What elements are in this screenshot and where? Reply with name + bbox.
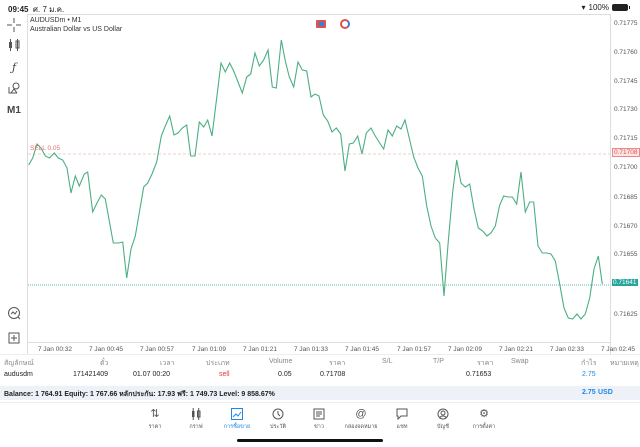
col-type: ประเภท xyxy=(206,360,230,367)
nav-chat[interactable]: แชท xyxy=(382,408,422,431)
y-tick: 0.71655 xyxy=(614,251,638,258)
current-price-tag: 0.71641 xyxy=(612,279,638,286)
trade-chart-icon[interactable] xyxy=(4,304,24,322)
one-click-trading-icon[interactable] xyxy=(316,20,326,28)
cell-time: 01.07 00:20 xyxy=(133,371,170,378)
col-symbol: สัญลักษณ์ xyxy=(4,360,34,367)
col-tp: T/P xyxy=(433,358,444,365)
cell-ticket: 171421409 xyxy=(73,371,109,378)
price-axis: 0.71775 0.71760 0.71745 0.71730 0.71715 … xyxy=(610,14,640,354)
x-tick: 7 Jan 00:32 xyxy=(38,346,72,353)
nav-quotes[interactable]: ⇅ ราคา xyxy=(135,408,175,431)
nav-settings[interactable]: ⚙ การตั้งค่า xyxy=(464,408,504,431)
col-swap: Swap xyxy=(511,358,529,365)
battery-icon xyxy=(612,4,630,11)
symbol-description: Australian Dollar vs US Dollar xyxy=(30,26,123,33)
col-profit: กำไร xyxy=(581,360,597,367)
nav-trade[interactable]: การซื้อขาย xyxy=(217,408,257,431)
chart-canvas xyxy=(28,39,611,320)
y-tick: 0.71670 xyxy=(614,223,638,230)
status-bar: 09:45 ศ. 7 ม.ค. ▾ 100% xyxy=(0,0,640,14)
y-tick: 0.71715 xyxy=(614,135,638,142)
status-right: ▾ 100% xyxy=(581,3,630,12)
news-icon xyxy=(299,408,339,421)
col-comment: หมายเหตุ xyxy=(610,360,639,367)
settings-icon: ⚙ xyxy=(479,408,489,420)
x-tick: 7 Jan 00:57 xyxy=(140,346,174,353)
history-icon xyxy=(258,408,298,421)
candles-icon[interactable] xyxy=(4,36,24,54)
cell-open-price: 0.71708 xyxy=(320,371,346,378)
chart-icon xyxy=(176,408,216,421)
sell-price-tag: 0.71708 xyxy=(612,148,640,157)
y-tick: 0.71625 xyxy=(614,311,638,318)
balance-text: Balance: 1 764.91 Equity: 1 767.66 หลักป… xyxy=(4,391,275,398)
nav-account[interactable]: บัญชี xyxy=(423,408,463,431)
x-tick: 7 Jan 01:09 xyxy=(192,346,226,353)
y-tick: 0.71745 xyxy=(614,78,638,85)
chat-icon xyxy=(382,408,422,421)
price-chart[interactable] xyxy=(27,14,611,354)
time-axis: 7 Jan 00:32 7 Jan 00:45 7 Jan 00:57 7 Ja… xyxy=(27,342,635,354)
account-icon xyxy=(423,408,463,421)
nav-chart[interactable]: กราฟ xyxy=(176,408,216,431)
cell-type: sell xyxy=(219,371,230,378)
col-ticket: ตั๋ว xyxy=(100,360,109,367)
quotes-icon: ⇅ xyxy=(150,408,160,420)
add-chart-icon[interactable] xyxy=(4,329,24,347)
timeframe-m1[interactable]: M1 xyxy=(7,104,21,116)
cell-price: 0.71653 xyxy=(466,371,492,378)
col-sl: S/L xyxy=(382,358,393,365)
x-tick: 7 Jan 01:33 xyxy=(294,346,328,353)
mailbox-icon: @ xyxy=(355,408,367,420)
wifi-icon: ▾ xyxy=(581,3,586,12)
chart-symbol-header: AUDUSDm • M1 Australian Dollar vs US Dol… xyxy=(30,16,122,34)
crosshair-icon[interactable] xyxy=(4,16,24,34)
cell-symbol: audusdm xyxy=(4,371,33,378)
x-tick: 7 Jan 00:45 xyxy=(89,346,123,353)
left-toolbar: ƒ M1 xyxy=(0,14,27,354)
currency: USD xyxy=(598,389,613,396)
y-tick: 0.71700 xyxy=(614,164,638,171)
y-tick: 0.71685 xyxy=(614,194,638,201)
cell-volume: 0.05 xyxy=(278,371,292,378)
nav-history[interactable]: ประวัติ xyxy=(258,408,298,431)
objects-icon[interactable] xyxy=(4,79,24,97)
x-tick: 7 Jan 01:21 xyxy=(243,346,277,353)
cell-profit: 2.75 xyxy=(582,371,596,378)
col-volume: Volume xyxy=(269,358,293,365)
col-time: เวลา xyxy=(160,360,175,367)
function-icon[interactable]: ƒ xyxy=(11,60,17,74)
col-open-price: ราคา xyxy=(329,360,346,367)
col-price: ราคา xyxy=(477,360,494,367)
x-tick: 7 Jan 01:45 xyxy=(345,346,379,353)
sell-order-label: SELL 0.05 xyxy=(30,145,61,152)
trade-table-header: สัญลักษณ์ ตั๋ว เวลา ประเภท Volume ราคา S… xyxy=(0,354,640,368)
trade-row[interactable]: audusdm 171421409 01.07 00:20 sell 0.05 … xyxy=(0,368,640,386)
balance-bar: Balance: 1 764.91 Equity: 1 767.66 หลักป… xyxy=(0,386,640,400)
x-tick: 7 Jan 02:45 xyxy=(601,346,635,353)
y-tick: 0.71730 xyxy=(614,106,638,113)
symbol-name: AUDUSDm • M1 xyxy=(30,17,82,24)
nav-mailbox[interactable]: @ กล่องจดหมาย xyxy=(341,408,381,431)
trade-icon xyxy=(217,408,257,421)
total-profit: 2.75 xyxy=(582,389,596,396)
x-tick: 7 Jan 02:33 xyxy=(550,346,584,353)
home-indicator[interactable] xyxy=(237,439,383,442)
x-tick: 7 Jan 02:09 xyxy=(448,346,482,353)
x-tick: 7 Jan 01:57 xyxy=(397,346,431,353)
battery-percent: 100% xyxy=(588,3,609,12)
status-time: 09:45 ศ. 7 ม.ค. xyxy=(8,5,65,14)
signal-icon[interactable] xyxy=(340,19,350,29)
x-tick: 7 Jan 02:21 xyxy=(499,346,533,353)
y-tick: 0.71760 xyxy=(614,49,638,56)
nav-news[interactable]: ข่าว xyxy=(299,408,339,431)
y-tick: 0.71775 xyxy=(614,20,638,27)
